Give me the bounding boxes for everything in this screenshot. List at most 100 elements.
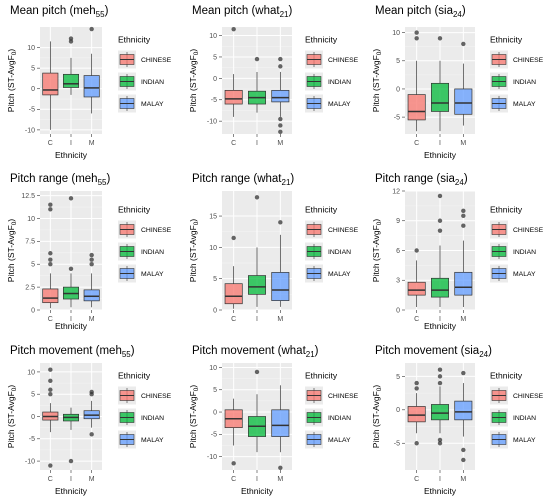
outlier-point (414, 36, 419, 41)
outlier-point (437, 437, 443, 443)
x-tick-label: I (70, 476, 72, 483)
box-indian (431, 367, 449, 446)
panel-title: Pitch movement (meh55) (10, 345, 135, 359)
box-chinese (224, 26, 243, 117)
y-tick-label: 0 (213, 76, 217, 83)
outlier-point (278, 220, 283, 225)
outlier-point (48, 378, 53, 384)
y-tick-label: -5 (29, 107, 35, 114)
panel-title: Pitch range (sia24) (375, 173, 468, 187)
legend-label: CHINESE (328, 393, 359, 400)
legend-label: INDIAN (328, 415, 351, 422)
y-axis-label: Pitch (ST-AvgF0) (6, 49, 18, 113)
y-tick-label: 10 (27, 216, 35, 223)
box-iqr (454, 271, 473, 296)
y-tick-label: 6 (396, 248, 400, 255)
outlier-point (461, 41, 466, 47)
box-indian (63, 196, 79, 308)
outlier-point (437, 218, 443, 223)
y-axis-label: Pitch (ST-AvgF0) (6, 385, 18, 449)
box-iqr (454, 88, 473, 115)
panel-title: Mean pitch (sia24) (375, 5, 466, 19)
outlier-point (48, 392, 53, 397)
x-tick-label: M (89, 316, 95, 323)
legend-title: Ethnicity (305, 35, 338, 45)
box-iqr (83, 75, 100, 98)
x-tick-label: I (256, 316, 258, 323)
box-iqr (454, 400, 473, 421)
x-tick-label: M (277, 316, 283, 323)
y-tick-label: -5 (394, 441, 400, 448)
outlier-point (68, 196, 74, 201)
box-chinese (42, 367, 59, 468)
x-tick-label: C (231, 140, 236, 147)
legend-label: MALAY (513, 101, 536, 108)
y-tick-label: 10 (392, 30, 400, 37)
box-iqr (431, 404, 449, 421)
x-axis-label: Ethnicity (55, 150, 88, 160)
y-tick-label: -10 (25, 127, 35, 134)
box-iqr (224, 283, 243, 305)
x-tick-label: I (256, 476, 258, 483)
outlier-point (254, 369, 260, 375)
box-iqr (42, 288, 59, 304)
box-iqr (224, 89, 243, 105)
outlier-point (68, 266, 74, 272)
y-tick-label: 5 (213, 387, 217, 394)
y-axis-label: Pitch (ST-AvgF0) (188, 219, 200, 283)
box-iqr (83, 289, 100, 302)
outlier-point (231, 26, 236, 32)
y-tick-label: 10 (27, 369, 35, 376)
outlier-point (278, 123, 283, 128)
legend-label: CHINESE (513, 393, 544, 400)
y-tick-label: 0 (31, 307, 35, 314)
legend-label: MALAY (328, 437, 351, 444)
x-tick-label: I (70, 316, 72, 323)
legend-label: CHINESE (513, 227, 544, 234)
box-indian (248, 195, 266, 307)
legend-label: INDIAN (141, 79, 164, 86)
x-tick-label: I (439, 316, 441, 323)
legend: Ethnicity CHINESE INDIAN MALAY (118, 35, 172, 113)
y-axis-label: Pitch (ST-AvgF0) (371, 49, 383, 113)
x-tick-label: C (414, 140, 419, 147)
legend: Ethnicity CHINESE INDIAN MALAY (118, 371, 172, 449)
panel-5: Pitch range (what21) 0 5 10 15 C I M Pitch (ST-A… (188, 173, 359, 323)
outlier-point (48, 387, 53, 392)
x-tick-label: C (48, 316, 53, 323)
box-indian (63, 407, 79, 464)
outlier-point (414, 386, 419, 391)
y-tick-label: 0 (213, 409, 217, 416)
legend: Ethnicity CHINESE INDIAN MALAY (490, 35, 544, 113)
legend-title: Ethnicity (490, 371, 523, 381)
outlier-point (231, 235, 236, 241)
legend-label: INDIAN (328, 249, 351, 256)
outlier-point (89, 262, 94, 267)
legend: Ethnicity CHINESE INDIAN MALAY (305, 205, 359, 283)
y-axis-label: Pitch (ST-AvgF0) (371, 219, 383, 283)
y-tick-label: 10 (209, 365, 217, 372)
y-tick-label: 5 (396, 374, 400, 381)
y-axis-label: Pitch (ST-AvgF0) (188, 49, 200, 113)
y-tick-label: 5 (213, 54, 217, 61)
y-tick-label: -10 (25, 458, 35, 465)
box-malay (83, 252, 100, 308)
y-tick-label: 5 (31, 392, 35, 399)
box-iqr (42, 72, 59, 96)
box-malay (83, 389, 100, 437)
y-tick-label: 3 (396, 278, 400, 285)
outlier-point (48, 202, 53, 207)
box-indian (431, 193, 449, 308)
outlier-point (461, 457, 466, 463)
x-tick-label: C (48, 476, 53, 483)
legend-label: INDIAN (328, 79, 351, 86)
outlier-point (48, 367, 53, 372)
outlier-point (48, 251, 53, 256)
x-tick-label: M (460, 476, 466, 483)
box-malay (271, 56, 290, 135)
y-tick-label: 0 (396, 407, 400, 414)
outlier-point (278, 56, 283, 62)
